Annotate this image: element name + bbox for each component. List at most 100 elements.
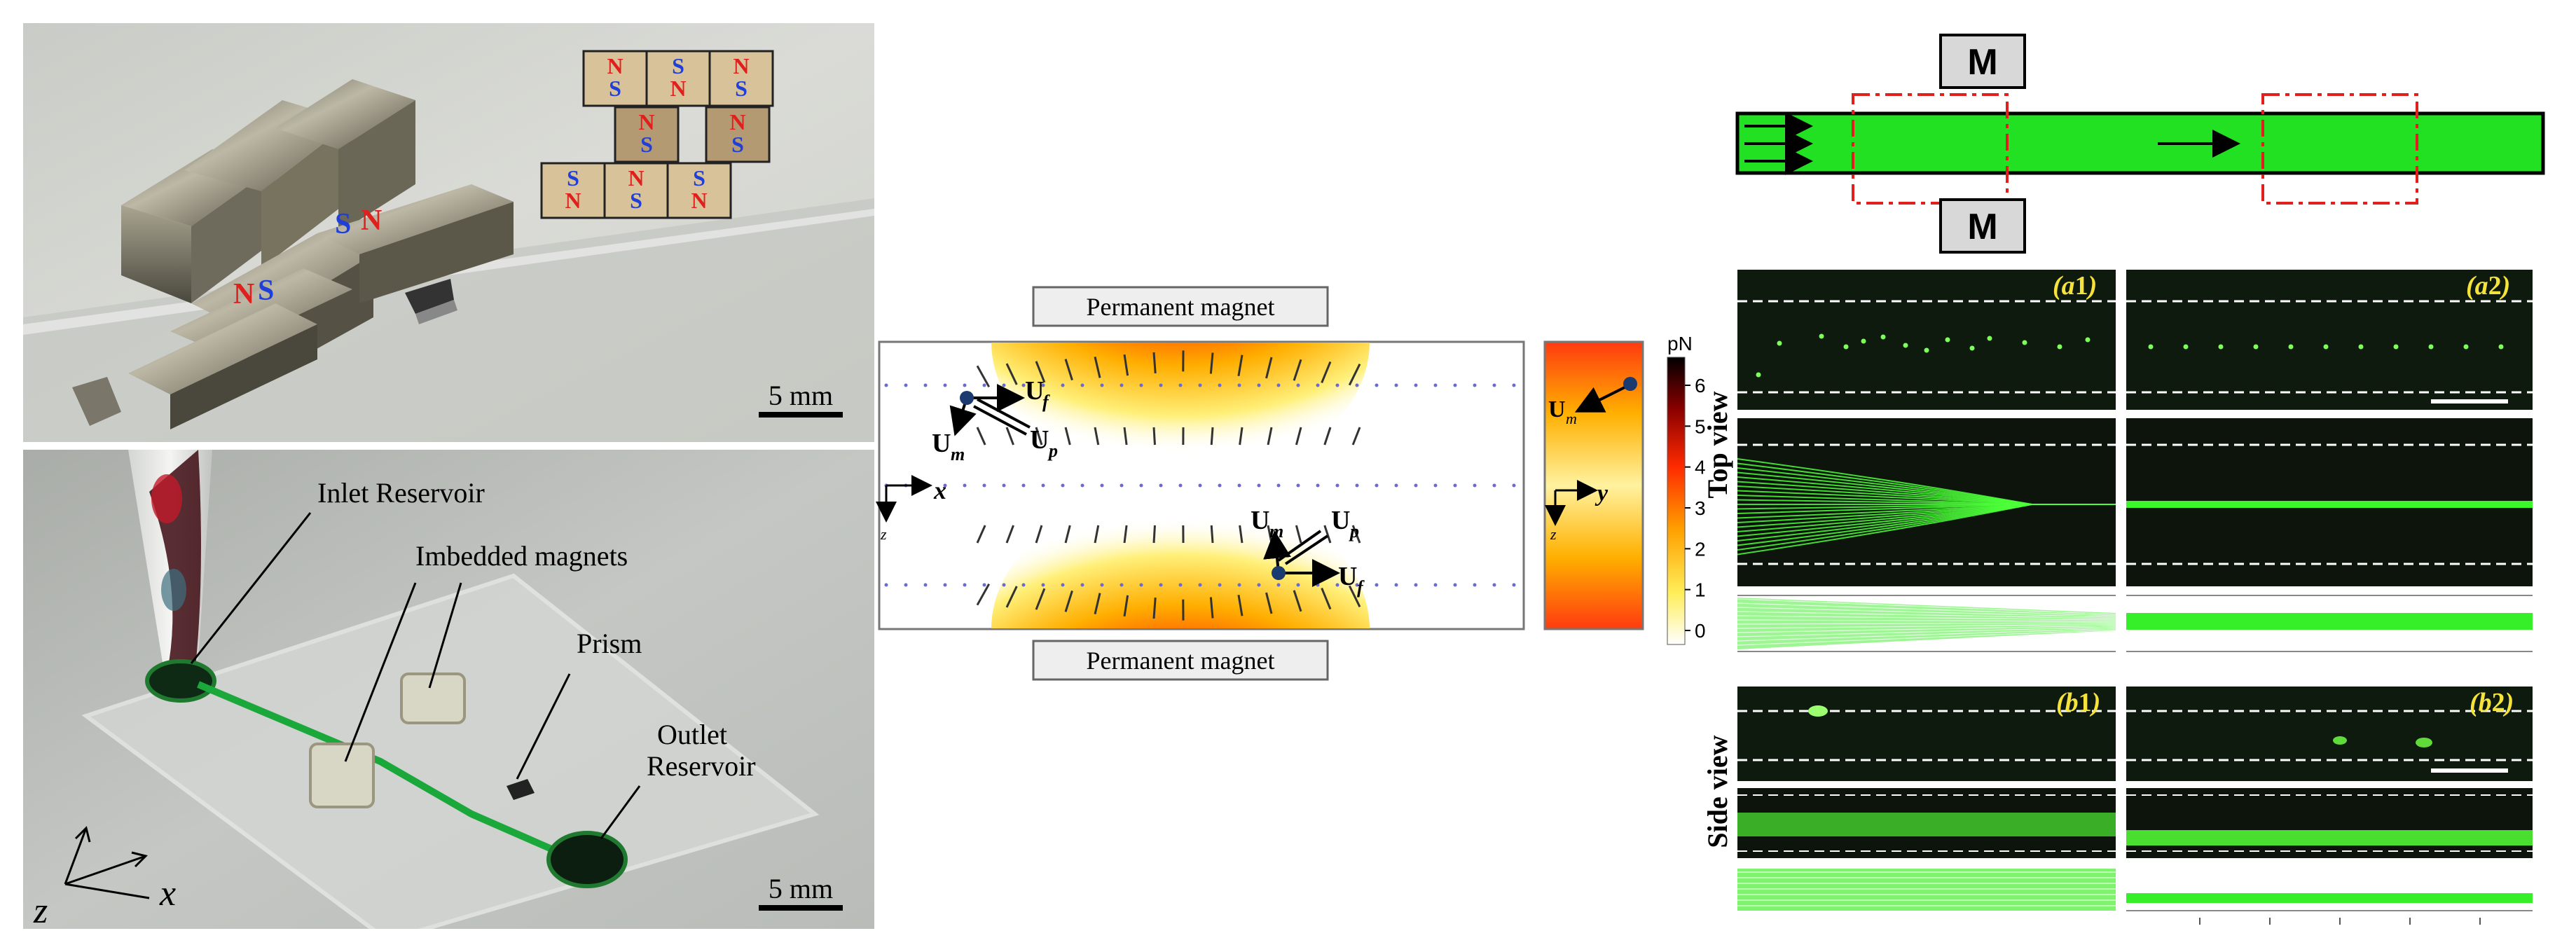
polarity-label: N (607, 53, 623, 78)
magnet-cell (666, 162, 732, 219)
axis-z: z (880, 525, 887, 543)
channel-schematic: M M (1730, 28, 2557, 259)
polarity-label: N (670, 76, 686, 101)
vector-uf-top: U (1025, 376, 1044, 406)
force-field-map (878, 340, 1525, 630)
scale-bar-bottom (759, 905, 843, 911)
polarity-label: N (638, 109, 654, 134)
polarity-label: N (729, 109, 745, 134)
side-view-label: Side view (1702, 735, 1733, 848)
polarity-label: N (565, 188, 581, 213)
embedded-magnet-2 (400, 672, 466, 724)
block-label-n2: S (335, 208, 351, 240)
trajectories-top-a2 (2126, 418, 2533, 586)
svg-text:U: U (1548, 396, 1566, 422)
region-downstream (2261, 93, 2418, 205)
polarity-label: S (609, 76, 621, 101)
colorbar-tick: 0 (1695, 620, 1706, 642)
axis-x: x (933, 476, 946, 504)
polarity-label: S (731, 132, 744, 157)
panel-a2 (2126, 270, 2533, 410)
colorbar-tick: 2 (1695, 538, 1706, 560)
scale-bar-label: 5 mm (769, 380, 833, 411)
block-label-n1: S (258, 275, 274, 307)
svg-text:m: m (1269, 521, 1283, 541)
magnet-stack (121, 79, 514, 429)
svg-text:p: p (1349, 521, 1359, 541)
coordinate-axes (64, 826, 150, 899)
colorbar-tick: 3 (1695, 497, 1706, 519)
svg-text:f: f (1042, 392, 1050, 412)
label-inlet-reservoir: Inlet Reservoir (317, 477, 485, 509)
svg-text:m: m (1566, 410, 1577, 427)
prism-shape (405, 279, 454, 314)
magnet-box-bottom (1939, 198, 2026, 254)
block-label-s2: N (361, 205, 382, 237)
magnet-cell (705, 106, 771, 163)
trajectories-top-a1 (1737, 418, 2116, 586)
block-label-s1: N (233, 278, 254, 310)
permanent-magnet-bottom-label: Permanent magnet (1087, 647, 1275, 675)
permanent-magnet-top (1032, 286, 1329, 327)
force-field-simulation: Permanent magnet Permanent magnet (872, 280, 1664, 701)
simulated-traces-top (1737, 595, 2533, 652)
svg-text:f: f (1357, 577, 1365, 598)
permanent-magnet-top-label: Permanent magnet (1087, 293, 1275, 321)
results-grid: Top view Side view (a1) (a2) (1695, 270, 2557, 928)
magnet-cell (708, 50, 774, 107)
svg-text:z: z (1550, 525, 1557, 543)
label-a2: (a2) (2466, 271, 2510, 301)
vector-up-bottom: U (1331, 506, 1350, 535)
colorbar: pN 6 5 4 3 2 1 0 (1664, 329, 1727, 651)
side-view-field (1543, 340, 1644, 630)
polarity-label: N (691, 188, 707, 213)
fluid-channel (1735, 111, 2545, 175)
panel-b1 (1737, 687, 2116, 858)
vector-um-bottom: U (1251, 506, 1269, 535)
magnet-cell (614, 106, 680, 163)
colorbar-tick: 1 (1695, 579, 1706, 601)
polarity-label: S (693, 165, 705, 191)
vector-up-top: U (1030, 425, 1049, 455)
panel-b2 (2126, 687, 2533, 858)
svg-text:p: p (1047, 441, 1058, 461)
embedded-magnet-1 (309, 743, 375, 808)
magnet-cell (582, 50, 648, 107)
polarity-label: S (630, 188, 642, 213)
label-b2: (b2) (2470, 688, 2514, 717)
polarity-label: N (628, 165, 644, 191)
colorbar-tick: 4 (1695, 457, 1706, 478)
polarity-label: S (567, 165, 579, 191)
scale-bar-label-bottom: 5 mm (769, 873, 833, 904)
axis-z-label: z (33, 891, 48, 929)
label-imbedded-magnets: Imbedded magnets (415, 540, 628, 572)
label-a1: (a1) (2053, 271, 2097, 301)
photo-microfluidic-chip: Inlet Reservoir Imbedded magnets Prism O… (23, 450, 874, 929)
simulated-traces-side (1737, 869, 2533, 925)
prism (507, 779, 535, 800)
label-prism: Prism (577, 628, 642, 659)
colorbar-unit: pN (1667, 333, 1693, 354)
label-b1: (b1) (2056, 688, 2100, 717)
colorbar-tick: 6 (1695, 375, 1706, 396)
vector-uf-bottom: U (1338, 562, 1357, 591)
force-vectors (949, 384, 1340, 587)
label-outlet: Outlet (657, 719, 727, 750)
magnet-label-top: M (1967, 42, 1997, 83)
polarity-label: S (672, 53, 684, 78)
scale-bar (759, 412, 843, 418)
svg-text:m: m (951, 444, 965, 464)
top-view-label: Top view (1702, 391, 1733, 498)
region-magnet (1852, 93, 2009, 205)
polarity-label: S (640, 132, 653, 157)
axis-x-label: x (159, 874, 176, 913)
polarity-label: S (735, 76, 748, 101)
inlet-reservoir (145, 659, 216, 703)
panel-a1 (1737, 270, 2116, 410)
microchannel (197, 681, 586, 867)
label-reservoir: Reservoir (647, 750, 756, 782)
magnet-label-bottom: M (1967, 207, 1997, 247)
colorbar-tick: 5 (1695, 415, 1706, 437)
